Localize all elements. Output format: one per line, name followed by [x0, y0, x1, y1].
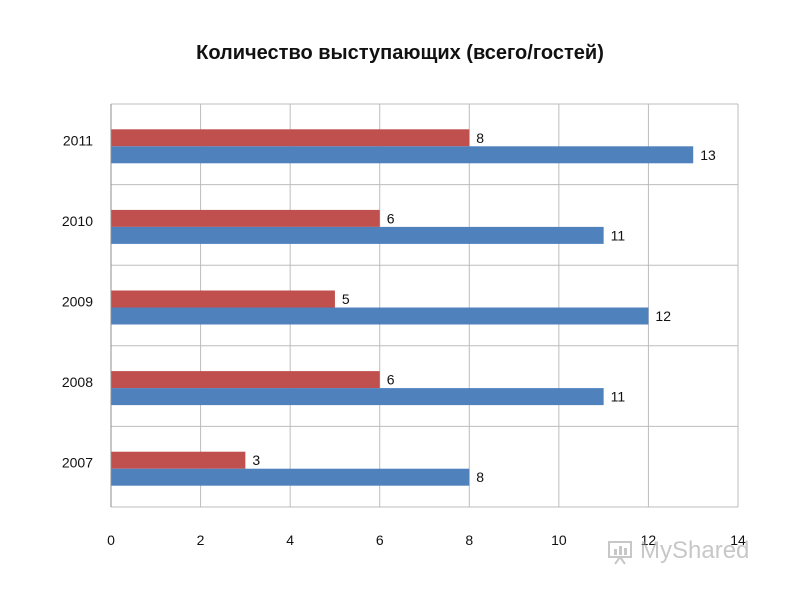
- watermark: MyShared: [606, 536, 749, 566]
- bars: [111, 129, 694, 486]
- x-tick-label: 4: [286, 532, 294, 548]
- bar: [111, 451, 246, 469]
- bar: [111, 307, 649, 325]
- data-labels: 3 8 6 11 5 12 6 11 8 13: [252, 130, 716, 485]
- watermark-text: MyShared: [640, 537, 750, 564]
- bar: [111, 226, 604, 244]
- x-tick-label: 2: [197, 532, 205, 548]
- bar: [111, 388, 604, 406]
- y-tick-label: 2008: [62, 374, 93, 390]
- data-label: 13: [700, 147, 716, 163]
- data-label: 8: [476, 469, 484, 485]
- x-tick-label: 6: [376, 532, 384, 548]
- chart-title: Количество выступающих (всего/гостей): [196, 42, 604, 64]
- bar: [111, 371, 380, 389]
- x-tick-label: 8: [465, 532, 473, 548]
- x-tick-label: 10: [551, 532, 567, 548]
- bar: [111, 209, 380, 227]
- data-label: 5: [342, 291, 350, 307]
- data-label: 8: [476, 130, 484, 146]
- gridlines: [110, 103, 739, 508]
- y-tick-label: 2010: [62, 213, 93, 229]
- y-tick-label: 2011: [63, 132, 93, 148]
- x-axis-ticks: 0 2 4 6 8 10 12 14: [107, 532, 746, 548]
- bar: [111, 129, 470, 147]
- bar: [111, 468, 470, 486]
- data-label: 11: [611, 227, 626, 243]
- data-label: 12: [655, 308, 671, 324]
- presentation-icon: [608, 541, 632, 565]
- data-label: 3: [252, 452, 260, 468]
- y-tick-label: 2009: [62, 294, 93, 310]
- data-label: 6: [387, 372, 395, 388]
- x-tick-label: 14: [730, 532, 746, 548]
- y-tick-label: 2007: [62, 455, 93, 471]
- x-tick-label: 12: [641, 532, 657, 548]
- bar: [111, 146, 694, 164]
- data-label: 11: [611, 389, 626, 405]
- x-tick-label: 0: [107, 532, 115, 548]
- bar: [111, 290, 335, 308]
- y-axis-ticks: 2007 2008 2009 2010 2011: [62, 132, 93, 470]
- data-label: 6: [387, 210, 395, 226]
